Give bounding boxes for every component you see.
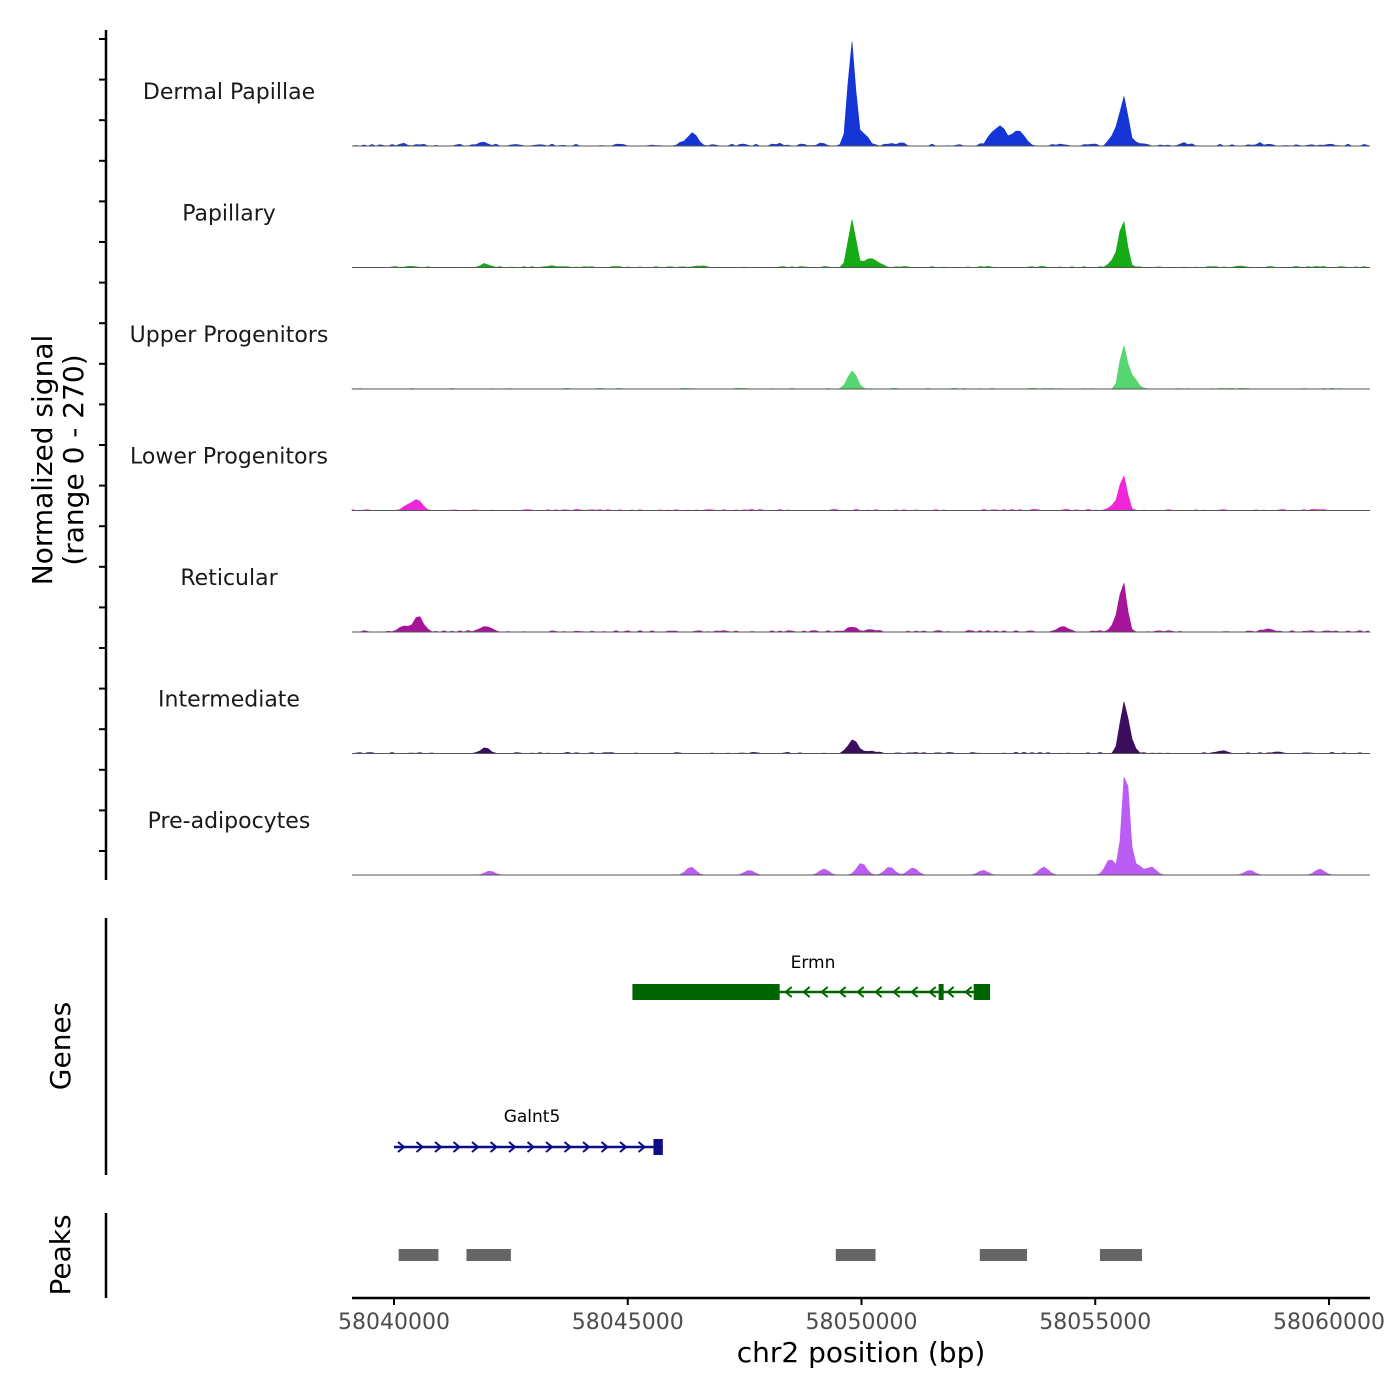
genes-track-label: Genes — [44, 1002, 77, 1090]
coverage-area — [352, 776, 1370, 876]
strand-arrow — [545, 1141, 554, 1153]
x-tick-label: 58045000 — [572, 1310, 684, 1335]
coverage-area — [351, 583, 1372, 633]
strand-arrow — [784, 986, 793, 998]
strand-arrow — [508, 1141, 517, 1153]
gene-exon — [632, 984, 780, 1000]
coverage-area — [351, 41, 1371, 147]
track-label: Dermal Papillae — [143, 80, 315, 105]
strand-arrow — [946, 986, 955, 998]
peak-region — [466, 1249, 511, 1261]
coverage-track: Lower Progenitors — [130, 445, 1371, 511]
x-axis-ticks: 58040000 58045000 58050000 58055000 58060000 — [338, 1298, 1385, 1335]
track-label: Intermediate — [158, 688, 300, 713]
peaks-track-label: Peaks — [44, 1214, 77, 1295]
coverage-track: Upper Progenitors — [130, 323, 1370, 390]
strand-arrow — [874, 986, 883, 998]
track-label: Reticular — [180, 566, 278, 591]
gene-exon — [938, 984, 944, 1000]
strand-arrow — [619, 1141, 628, 1153]
track-label: Papillary — [182, 202, 276, 227]
gene-exon — [653, 1139, 663, 1155]
peak-region — [979, 1249, 1027, 1261]
x-tick-label: 58060000 — [1273, 1310, 1385, 1335]
gene-name-label: Ermn — [791, 953, 836, 973]
track-label: Lower Progenitors — [130, 445, 328, 470]
coverage-area — [351, 701, 1370, 754]
strand-arrow — [600, 1141, 610, 1153]
gene-model: Galnt5 — [394, 1107, 663, 1155]
strand-arrow — [820, 986, 829, 998]
y-axis-title-line1: Normalized signal — [26, 335, 59, 586]
strand-arrow — [452, 1141, 462, 1153]
peak-region — [835, 1249, 876, 1261]
coverage-area — [351, 345, 1370, 390]
coverage-track: Reticular — [180, 566, 1372, 633]
x-axis-title: chr2 position (bp) — [737, 1336, 986, 1369]
coverage-track: Papillary — [182, 202, 1370, 268]
gene-name-label: Galnt5 — [504, 1107, 561, 1127]
gene-annotations: Ermn Galnt5 — [394, 953, 991, 1155]
strand-arrow — [802, 986, 811, 998]
y-axis-title-line2: (range 0 - 270) — [57, 354, 90, 565]
strand-arrow — [910, 986, 919, 998]
coverage-tracks: Dermal Papillae Papillary Upper Progenitor… — [130, 41, 1372, 876]
strand-arrow — [415, 1141, 425, 1153]
strand-arrow — [434, 1141, 443, 1153]
coverage-track: Dermal Papillae — [143, 41, 1371, 147]
strand-arrow — [637, 1141, 647, 1153]
strand-arrow — [563, 1141, 573, 1153]
strand-arrow — [526, 1141, 536, 1153]
x-tick-label: 58055000 — [1039, 1310, 1151, 1335]
strand-arrow — [838, 986, 847, 998]
peak-regions — [398, 1249, 1142, 1261]
coverage-area — [351, 474, 1371, 511]
strand-arrow — [489, 1141, 499, 1153]
strand-arrow — [892, 986, 901, 998]
coverage-track: Pre-adipocytes — [148, 776, 1370, 876]
coverage-area — [352, 219, 1370, 268]
strand-arrow — [928, 986, 937, 998]
strand-arrow — [471, 1141, 480, 1153]
peak-region — [398, 1249, 439, 1261]
track-label: Upper Progenitors — [130, 323, 329, 348]
coverage-track: Intermediate — [158, 688, 1370, 754]
strand-arrow — [856, 986, 865, 998]
signal-y-ticks — [99, 38, 106, 852]
strand-arrow — [964, 986, 973, 998]
strand-arrow — [582, 1141, 591, 1153]
track-label: Pre-adipocytes — [148, 809, 311, 834]
gene-model: Ermn — [632, 953, 991, 1000]
strand-arrow — [397, 1141, 406, 1153]
x-tick-label: 58040000 — [338, 1310, 450, 1335]
x-tick-label: 58050000 — [806, 1310, 918, 1335]
gene-exon — [973, 984, 991, 1000]
peak-region — [1099, 1249, 1142, 1261]
